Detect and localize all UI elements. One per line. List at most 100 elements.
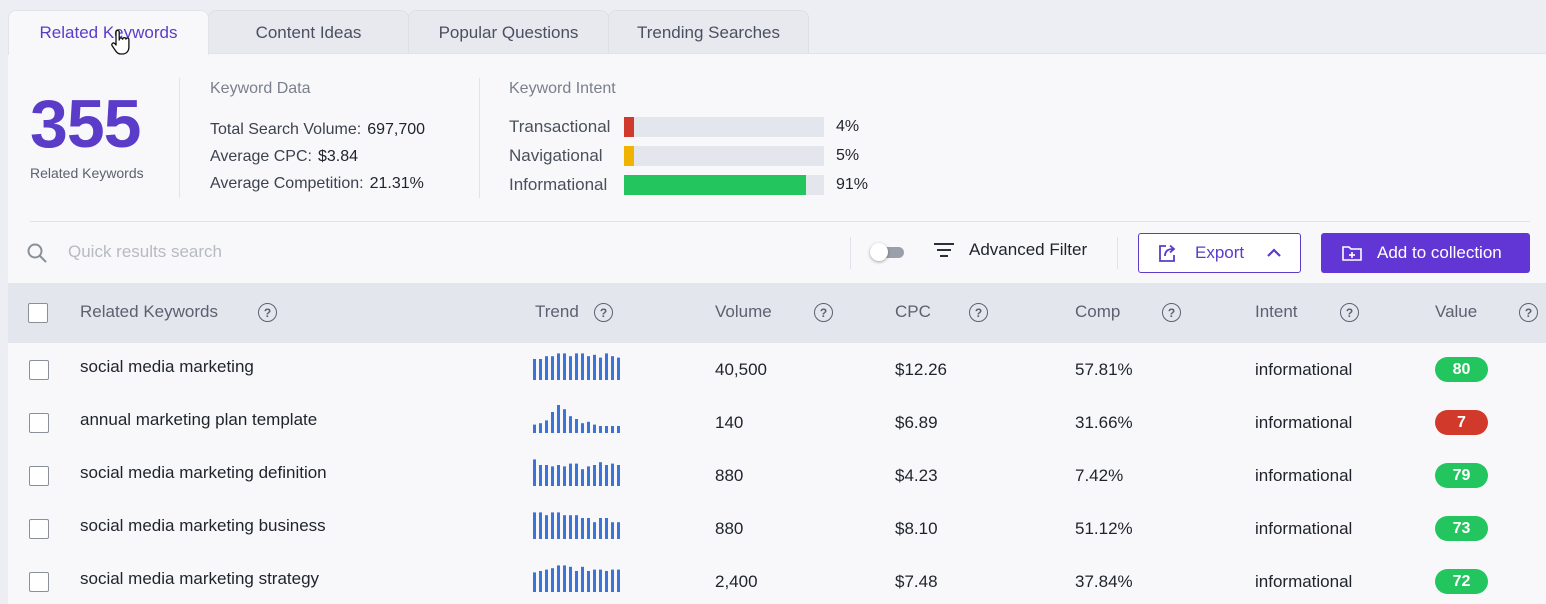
help-icon[interactable]: ?	[969, 303, 988, 322]
row-checkbox[interactable]	[29, 360, 49, 380]
trend-bar	[575, 515, 578, 539]
intent-cell: informational	[1255, 360, 1353, 379]
trend-bar	[569, 515, 572, 539]
keyword-link[interactable]: annual marketing plan template	[80, 410, 318, 429]
trend-sparkline	[533, 353, 620, 380]
toggle-knob	[870, 243, 888, 261]
trend-bar	[587, 356, 590, 380]
intent-bar	[624, 175, 824, 195]
search-icon	[27, 243, 47, 263]
row-checkbox[interactable]	[29, 519, 49, 539]
keyword-link[interactable]: social media marketing business	[80, 516, 326, 535]
trend-bar	[569, 356, 572, 380]
intent-label: Transactional	[509, 117, 611, 136]
trend-bar	[581, 518, 584, 539]
trend-bar	[575, 571, 578, 592]
volume-cell: 140	[715, 413, 744, 432]
column-header-comp[interactable]: Comp	[1075, 302, 1121, 321]
add-to-collection-button[interactable]: Add to collection	[1321, 233, 1530, 273]
table-row[interactable]: social media marketing definition 880 $4…	[8, 449, 1546, 502]
keyword-link[interactable]: social media marketing	[80, 357, 254, 376]
help-icon[interactable]: ?	[1162, 303, 1181, 322]
tab-related-keywords[interactable]: Related Keywords	[8, 10, 209, 55]
filter-icon	[934, 243, 954, 257]
trend-bar	[551, 568, 554, 592]
keyword-link[interactable]: social media marketing definition	[80, 463, 327, 482]
trend-bar	[611, 569, 614, 592]
intent-bar	[624, 117, 824, 137]
trend-bar	[617, 426, 620, 433]
column-header-volume[interactable]: Volume	[715, 302, 772, 321]
trend-bar	[581, 566, 584, 592]
keyword-data-title: Keyword Data	[210, 80, 311, 97]
trend-bar	[599, 426, 602, 433]
row-checkbox[interactable]	[29, 466, 49, 486]
trend-bar	[599, 357, 602, 380]
cpc-cell: $6.89	[895, 413, 938, 432]
filter-toggle[interactable]	[870, 243, 906, 261]
trend-bar	[581, 423, 584, 433]
value-badge: 72	[1435, 569, 1488, 594]
tab-popular-questions[interactable]: Popular Questions	[408, 10, 609, 54]
tab-content-ideas[interactable]: Content Ideas	[208, 10, 409, 54]
trend-bar	[593, 569, 596, 592]
trend-bar	[587, 571, 590, 592]
divider	[1117, 237, 1118, 269]
export-button[interactable]: Export	[1138, 233, 1301, 273]
divider	[479, 78, 480, 198]
help-icon[interactable]: ?	[1340, 303, 1359, 322]
trend-bar	[557, 565, 560, 592]
table-row[interactable]: social media marketing business 880 $8.1…	[8, 502, 1546, 555]
column-header-value[interactable]: Value	[1435, 302, 1478, 321]
cpc-cell: $8.10	[895, 519, 938, 538]
trend-bar	[533, 424, 536, 433]
trend-bar	[575, 463, 578, 486]
help-icon[interactable]: ?	[814, 303, 833, 322]
trend-bar	[539, 512, 542, 539]
intent-cell: informational	[1255, 466, 1353, 485]
help-icon[interactable]: ?	[1519, 303, 1538, 322]
trend-bar	[617, 357, 620, 380]
quick-search-input[interactable]	[68, 238, 828, 266]
intent-pct: 5%	[836, 147, 860, 164]
keyword-intent-title: Keyword Intent	[509, 80, 616, 97]
toggle-track	[876, 247, 904, 258]
row-checkbox[interactable]	[29, 413, 49, 433]
trend-bar	[581, 469, 584, 486]
trend-bar	[617, 522, 620, 539]
column-header-intent[interactable]: Intent	[1255, 302, 1298, 321]
trend-bar	[533, 459, 536, 486]
row-checkbox[interactable]	[29, 572, 49, 592]
select-all-checkbox[interactable]	[28, 303, 48, 323]
trend-bar	[593, 522, 596, 539]
help-icon[interactable]: ?	[594, 303, 613, 322]
tab-trending-searches[interactable]: Trending Searches	[608, 10, 809, 54]
chevron-up-icon	[1267, 248, 1281, 257]
trend-bar	[593, 424, 596, 433]
value-badge: 79	[1435, 463, 1488, 488]
trend-bar	[569, 416, 572, 433]
volume-cell: 880	[715, 519, 744, 538]
comp-cell: 57.81%	[1075, 360, 1133, 379]
trend-bar	[605, 518, 608, 539]
trend-bar	[563, 515, 566, 539]
trend-bar	[557, 353, 560, 380]
table-row[interactable]: social media marketing 40,500 $12.26 57.…	[8, 343, 1546, 396]
column-header-cpc[interactable]: CPC	[895, 302, 931, 321]
intent-bar-fill	[624, 175, 806, 195]
table-row[interactable]: annual marketing plan template 140 $6.89…	[8, 396, 1546, 449]
column-header-related-keywords[interactable]: Related Keywords	[80, 302, 218, 321]
table-row[interactable]: social media marketing strategy 2,400 $7…	[8, 555, 1546, 604]
trend-bar	[551, 412, 554, 433]
column-header-trend[interactable]: Trend	[535, 302, 579, 321]
trend-bar	[539, 465, 542, 486]
trend-sparkline	[533, 459, 620, 486]
help-icon[interactable]: ?	[258, 303, 277, 322]
trend-bar	[557, 512, 560, 539]
cpc-cell: $12.26	[895, 360, 947, 379]
trend-bar	[545, 515, 548, 539]
related-keywords-count-label: Related Keywords	[30, 165, 144, 181]
keyword-link[interactable]: social media marketing strategy	[80, 569, 320, 588]
advanced-filter-button[interactable]: Advanced Filter	[933, 240, 1087, 260]
intent-bar	[624, 146, 824, 166]
